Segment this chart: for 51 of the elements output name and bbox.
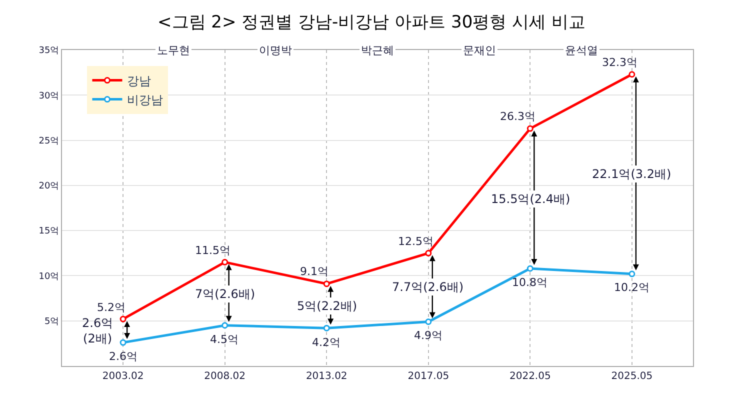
annotation: 7.7억(2.6배) — [392, 280, 464, 294]
y-tick-label: 20억 — [38, 182, 60, 192]
y-tick-label: 15억 — [38, 226, 60, 237]
annotation: 7억(2.6배) — [195, 287, 256, 301]
point — [628, 270, 636, 278]
chart-title: <그림 2> 정권별 강남-비강남 아파트 30평형 시세 비교 — [158, 12, 586, 33]
point — [120, 339, 126, 346]
annotation: 5억(2.2배) — [297, 299, 358, 313]
annotation: 윤석열 — [565, 44, 598, 57]
annotation: 2.6억 (2배) — [82, 316, 114, 346]
x-tick-label: 2008.02 — [204, 371, 246, 382]
x-tick-label: 2017.05 — [408, 371, 450, 382]
point — [222, 258, 228, 266]
y-tick-label: 5억 — [44, 317, 60, 328]
point — [323, 280, 330, 288]
data-label: 11.5억 — [195, 244, 230, 257]
x-tick-label: 2022.05 — [509, 371, 551, 382]
x-tick-label: 2013.02 — [306, 371, 348, 382]
point — [425, 318, 432, 326]
data-label: 4.2억 — [312, 336, 340, 349]
point — [120, 316, 126, 322]
legend-label: 비강남 — [127, 92, 164, 107]
annotation: 22.1억(3.2배) — [592, 167, 672, 181]
data-label: 26.3억 — [500, 110, 536, 123]
point — [323, 324, 330, 332]
data-label: 10.8억 — [512, 276, 548, 289]
y-tick-label: 30억 — [38, 91, 60, 102]
point — [526, 265, 534, 272]
y-tick-label: 25억 — [38, 136, 60, 146]
y-tick-label: 35억 — [38, 46, 60, 56]
data-label: 32.3억 — [602, 56, 638, 69]
annotation: 이명박 — [259, 44, 292, 57]
legend-label: 강남 — [127, 74, 152, 88]
x-tick-label: 2003.02 — [102, 371, 144, 382]
y-tick-label: 10억 — [38, 272, 60, 282]
annotation: 박근혜 — [361, 44, 394, 57]
data-label: 2.6억 — [109, 350, 138, 363]
point — [425, 250, 432, 256]
data-label: 9.1억 — [300, 265, 328, 278]
annotation: 문재인 — [463, 44, 496, 57]
point — [526, 125, 534, 132]
data-label: 4.9억 — [414, 329, 442, 342]
annotation: 15.5억(2.4배) — [491, 192, 570, 206]
data-label: 12.5억 — [398, 235, 434, 248]
point — [222, 322, 228, 329]
data-label: 5.2억 — [97, 301, 126, 314]
data-label: 4.5억 — [210, 333, 238, 346]
point — [628, 71, 636, 78]
data-label: 10.2억 — [614, 281, 650, 294]
annotation: 노무현 — [157, 44, 190, 57]
x-tick-label: 2025.05 — [611, 371, 653, 382]
